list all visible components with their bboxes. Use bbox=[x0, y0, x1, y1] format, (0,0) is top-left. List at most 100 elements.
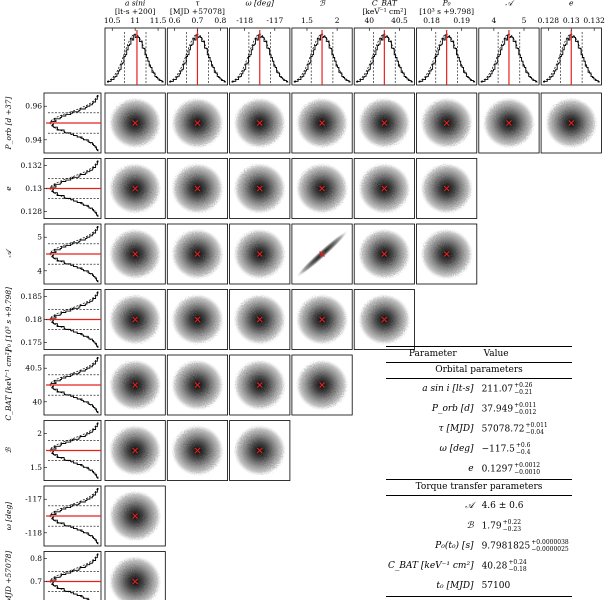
panel-2d-A-CBAT bbox=[353, 223, 415, 285]
col-label-CBAT: C_BAT bbox=[372, 0, 398, 8]
truth-marker-CBAT-asini bbox=[132, 382, 139, 388]
row-label-B: ℬ bbox=[4, 446, 13, 453]
truth-marker-B-omega bbox=[256, 447, 263, 454]
panel-2d-P0-omega bbox=[229, 289, 291, 350]
param-column-header: Parameter bbox=[386, 346, 480, 363]
orbital-param-value: 0.1297 +0.0012 −0.0010 bbox=[479, 459, 572, 480]
panel-2d-e-asini bbox=[104, 158, 166, 219]
orbital-param-uncertainty: +0.011 −0.012 bbox=[514, 402, 537, 416]
tick-left-e-2: 0.128 bbox=[21, 207, 43, 216]
truth-marker-A-B bbox=[319, 251, 325, 257]
row-label-P0: P₀ [10³ s +9.798] bbox=[4, 287, 13, 353]
truth-marker-A-CBAT bbox=[381, 251, 388, 257]
torque-param-row: ℬ 1.79 +0.22 −0.23 bbox=[386, 516, 572, 536]
row-label-tau: τ [MJD +57078] bbox=[4, 551, 13, 600]
tick-top-CBAT-1: 40.5 bbox=[391, 16, 408, 25]
col-label-asini: a sini bbox=[125, 0, 146, 8]
col-label-B: ℬ bbox=[319, 0, 326, 8]
truth-marker-e-P0 bbox=[443, 185, 450, 192]
tick-top-P0-0: 0.18 bbox=[423, 16, 440, 25]
tick-top-A-0: 4 bbox=[491, 16, 496, 25]
panel-2d-tau-asini bbox=[104, 551, 166, 600]
panel-2d-CBAT-asini bbox=[104, 354, 166, 416]
hist-left-tau bbox=[43, 551, 102, 600]
tick-top-tau-1: 0.7 bbox=[191, 16, 203, 25]
truth-marker-Porb-P0 bbox=[443, 120, 450, 126]
panel-2d-Porb-CBAT bbox=[353, 92, 415, 154]
row-label-e: e bbox=[4, 186, 13, 191]
torque-param-value: 40.28 +0.24 −0.18 bbox=[481, 559, 527, 573]
hist-left-A bbox=[43, 223, 102, 285]
torque-param-name: P₀(t₀) [s] bbox=[435, 541, 474, 551]
panel-2d-B-tau bbox=[166, 420, 229, 481]
tick-left-P0-0: 0.185 bbox=[21, 292, 43, 301]
torque-param-name: 𝒜 bbox=[465, 501, 474, 511]
truth-marker-P0-tau bbox=[194, 316, 201, 323]
panel-2d-A-omega bbox=[229, 223, 291, 285]
torque-param-row: 𝒜 4.6 ± 0.6 bbox=[386, 496, 572, 517]
orbital-param-name: ω [deg] bbox=[439, 444, 474, 454]
hist-top-P0 bbox=[416, 27, 478, 86]
tick-top-P0-1: 0.19 bbox=[453, 16, 470, 25]
orbital-param-row: e 0.1297 +0.0012 −0.0010 bbox=[386, 459, 572, 480]
row-label-omega: ω [deg] bbox=[4, 502, 13, 530]
tick-left-omega-1: -118 bbox=[25, 528, 42, 537]
truth-marker-A-asini bbox=[132, 251, 139, 257]
tick-left-B-1: 1.5 bbox=[30, 463, 42, 472]
tick-left-tau-0: 0.8 bbox=[30, 554, 42, 563]
panel-2d-Porb-tau bbox=[166, 92, 229, 154]
tick-top-omega-0: -118 bbox=[236, 16, 253, 25]
tick-left-CBAT-1: 40 bbox=[32, 397, 42, 406]
tick-left-P0-1: 0.18 bbox=[25, 315, 42, 324]
tick-left-Porb-0: 0.96 bbox=[25, 102, 42, 111]
torque-param-name: C_BAT [keV⁻¹ cm²] bbox=[388, 561, 474, 571]
truth-marker-Porb-CBAT bbox=[381, 120, 388, 126]
truth-marker-P0-omega bbox=[256, 316, 263, 323]
hist-top-CBAT bbox=[353, 27, 415, 86]
panel-2d-A-P0 bbox=[416, 223, 478, 285]
truth-marker-Porb-B bbox=[319, 120, 325, 126]
tick-left-A-1: 4 bbox=[37, 266, 42, 275]
orbital-param-value: 37.949 +0.011 −0.012 bbox=[481, 402, 537, 416]
tick-top-B-0: 1.5 bbox=[301, 16, 313, 25]
truth-marker-e-omega bbox=[256, 185, 263, 192]
panel-2d-Porb-A bbox=[478, 92, 540, 154]
truth-marker-P0-asini bbox=[132, 316, 139, 323]
panel-2d-B-asini bbox=[104, 420, 166, 481]
panel-2d-B-omega bbox=[229, 420, 291, 481]
tick-top-asini-2: 11.5 bbox=[150, 16, 167, 25]
torque-param-value: 57100 bbox=[479, 576, 572, 597]
hist-top-A bbox=[478, 27, 540, 86]
truth-marker-e-tau bbox=[194, 185, 201, 192]
value-column-header: Value bbox=[479, 346, 572, 363]
orbital-param-value: 57078.72 +0.011 −0.04 bbox=[481, 422, 548, 436]
orbital-param-name: e bbox=[386, 459, 480, 480]
torque-param-name: ℬ bbox=[466, 521, 474, 531]
col-unit-asini: [lt-s +200] bbox=[115, 7, 156, 16]
panel-2d-A-B bbox=[291, 223, 353, 285]
hist-left-B bbox=[43, 420, 102, 481]
orbital-param-name: τ [MJD] bbox=[438, 424, 474, 434]
col-label-omega: ω [deg] bbox=[246, 0, 274, 8]
col-label-P0: P₀ bbox=[442, 0, 451, 8]
tick-top-tau-0: 0.6 bbox=[169, 16, 181, 25]
hist-top-omega bbox=[229, 27, 291, 86]
truth-marker-e-B bbox=[319, 185, 325, 192]
col-unit-tau: [MJD +57078] bbox=[170, 7, 225, 16]
col-label-A: 𝒜 bbox=[505, 0, 515, 8]
tick-left-B-0: 2 bbox=[37, 429, 42, 438]
panel-2d-A-asini bbox=[104, 223, 166, 285]
orbital-section-title: Orbital parameters bbox=[386, 362, 572, 379]
hist-top-tau bbox=[166, 27, 229, 86]
panel-2d-CBAT-B bbox=[291, 354, 353, 416]
col-unit-CBAT: [keV⁻¹ cm²] bbox=[362, 7, 406, 16]
panel-2d-Porb-omega bbox=[229, 92, 291, 154]
orbital-param-value: −117.5 +0.6 −0.4 bbox=[481, 442, 531, 456]
hist-top-B bbox=[291, 27, 353, 86]
tick-left-P0-2: 0.175 bbox=[21, 338, 43, 347]
truth-marker-Porb-e bbox=[568, 120, 575, 126]
hist-left-CBAT bbox=[43, 354, 102, 416]
panel-2d-e-tau bbox=[166, 158, 229, 219]
orbital-param-value: 211.07 +0.26 −0.21 bbox=[481, 382, 533, 396]
